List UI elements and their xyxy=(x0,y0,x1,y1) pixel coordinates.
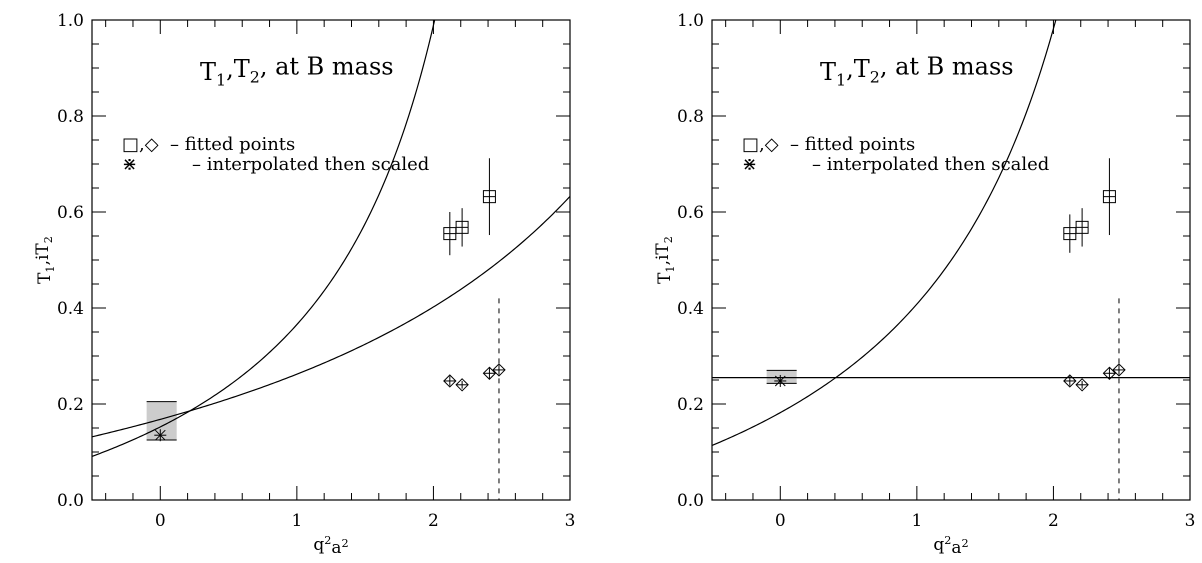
y-tick-label: 0.8 xyxy=(57,107,84,127)
plot-title: T1,T2, at B mass xyxy=(820,52,1014,89)
diamond-point xyxy=(1063,374,1077,388)
diamond-point xyxy=(1102,366,1117,380)
x-axis-title: q2a2 xyxy=(933,534,968,558)
interpolated-point xyxy=(774,375,786,387)
x-tick-label: 0 xyxy=(775,511,786,531)
diamond-point xyxy=(1112,363,1126,377)
y-tick-label: 0.6 xyxy=(57,203,84,223)
diamond-point xyxy=(492,363,506,377)
x-tick-label: 0 xyxy=(155,511,166,531)
y-tick-label: 0.4 xyxy=(57,299,84,319)
y-tick-label: 0.0 xyxy=(677,491,704,511)
diamond-point xyxy=(1075,378,1089,392)
diamond-point xyxy=(455,378,469,392)
y-tick-label: 0.0 xyxy=(57,491,84,511)
y-axis-title: T1,iT2 xyxy=(33,236,57,284)
legend-label-fitted: – fitted points xyxy=(170,134,295,155)
x-tick-label: 2 xyxy=(1048,511,1059,531)
interpolated-point xyxy=(154,429,166,441)
y-tick-label: 0.2 xyxy=(677,395,704,415)
fit-curve-0 xyxy=(712,20,1057,447)
x-tick-label: 2 xyxy=(428,511,439,531)
legend-symbol-fitted: □,◇ xyxy=(122,134,159,155)
chart-svg-left: 0 1 2 3 0.0 0.2 0.4 0.6 0.8 1.0 q2a2 T1,iT2 T1,T2, a… xyxy=(33,11,576,558)
x-tick-label: 3 xyxy=(565,511,576,531)
fit-curve-1 xyxy=(92,195,570,438)
y-axis-title: T1,iT2 xyxy=(653,236,677,284)
diamond-point xyxy=(482,366,497,380)
fit-curve-0 xyxy=(92,20,436,457)
legend-label-fitted: – fitted points xyxy=(790,134,915,155)
y-tick-label: 1.0 xyxy=(57,11,84,31)
legend-symbol-fitted: □,◇ xyxy=(742,134,779,155)
chart-panel-right: 0 1 2 3 0.0 0.2 0.4 0.6 0.8 1.0 q2a2 T1,iT2 T1,T2, a… xyxy=(625,0,1202,563)
y-tick-label: 0.2 xyxy=(57,395,84,415)
fit-curves xyxy=(712,20,1190,447)
x-axis-title: q2a2 xyxy=(313,534,348,558)
chart-panel-left: 0 1 2 3 0.0 0.2 0.4 0.6 0.8 1.0 q2a2 T1,iT2 T1,T2, a… xyxy=(0,0,590,563)
diamond-point xyxy=(443,374,457,388)
y-tick-label: 0.6 xyxy=(677,203,704,223)
chart-svg-right: 0 1 2 3 0.0 0.2 0.4 0.6 0.8 1.0 q2a2 T1,iT2 T1,T2, a… xyxy=(653,11,1196,558)
plot-area-1: 0 1 2 3 0.0 0.2 0.4 0.6 0.8 1.0 q2a2 T1,iT2 T1,T2, a… xyxy=(653,11,1196,558)
x-tick-label: 1 xyxy=(291,511,302,531)
y-tick-label: 1.0 xyxy=(677,11,704,31)
plot-title: T1,T2, at B mass xyxy=(200,52,394,89)
legend-symbol-interpolated: ⋇ xyxy=(122,154,137,175)
y-tick-label: 0.4 xyxy=(677,299,704,319)
legend-label-interpolated: – interpolated then scaled xyxy=(192,154,429,175)
x-tick-label: 3 xyxy=(1185,511,1196,531)
plot-area-0: 0 1 2 3 0.0 0.2 0.4 0.6 0.8 1.0 q2a2 T1,iT2 T1,T2, a… xyxy=(33,11,576,558)
fit-curves xyxy=(92,20,570,457)
legend-label-interpolated: – interpolated then scaled xyxy=(812,154,1049,175)
legend-symbol-interpolated: ⋇ xyxy=(742,154,757,175)
error-band xyxy=(766,370,797,384)
x-tick-label: 1 xyxy=(911,511,922,531)
y-tick-label: 0.8 xyxy=(677,107,704,127)
